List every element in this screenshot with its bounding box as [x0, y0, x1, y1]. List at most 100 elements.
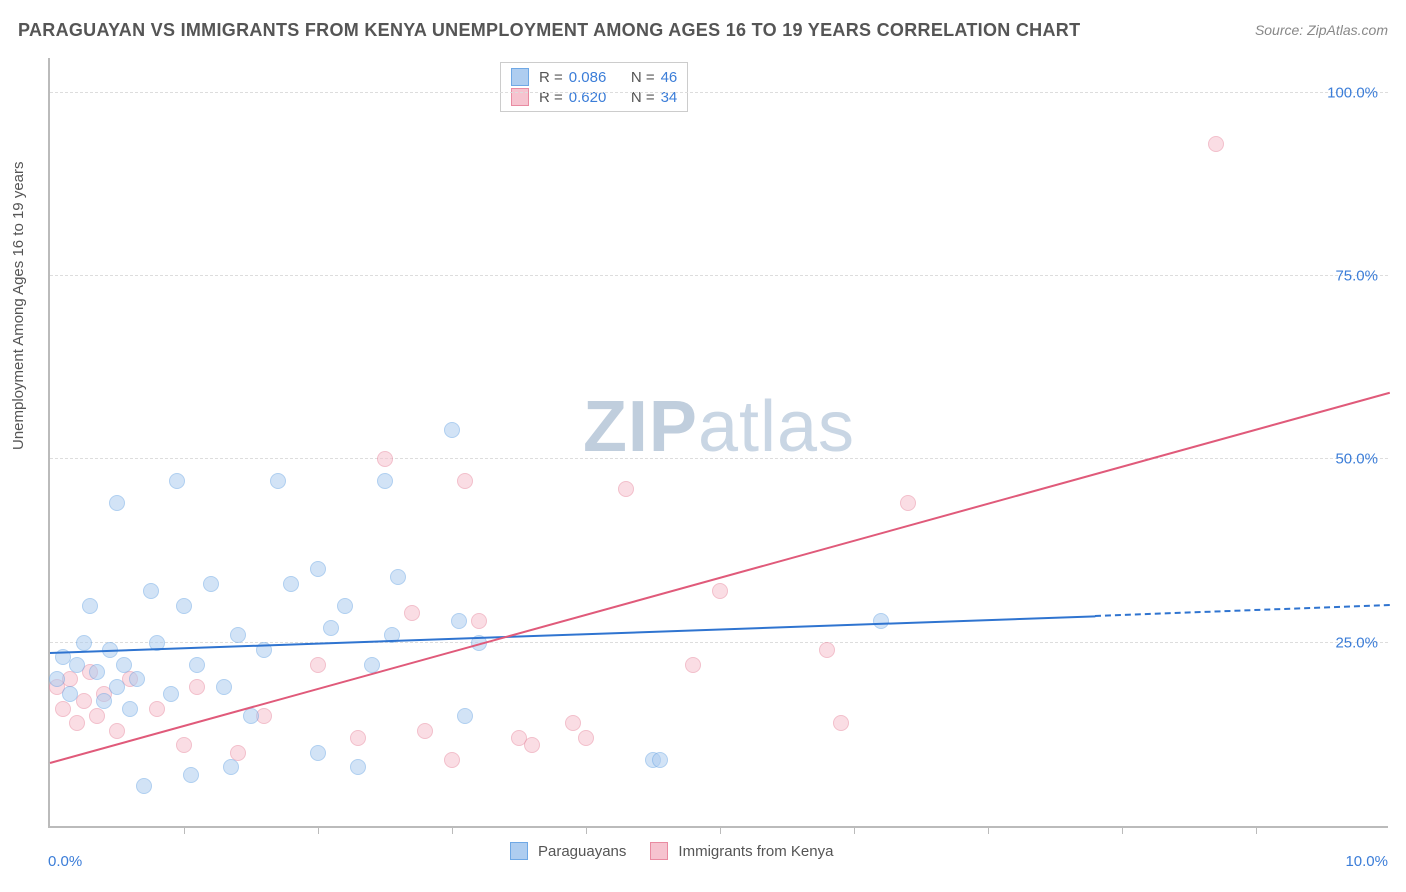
scatter-point: [618, 481, 634, 497]
scatter-point: [457, 708, 473, 724]
scatter-point: [417, 723, 433, 739]
scatter-point: [457, 473, 473, 489]
scatter-point: [216, 679, 232, 695]
y-axis-label: Unemployment Among Ages 16 to 19 years: [10, 161, 27, 450]
gridline: [50, 275, 1388, 276]
scatter-point: [350, 759, 366, 775]
legend-series-item: Immigrants from Kenya: [650, 842, 833, 860]
legend-series-label: Immigrants from Kenya: [678, 843, 833, 860]
source-attribution: Source: ZipAtlas.com: [1255, 22, 1388, 38]
scatter-point: [183, 767, 199, 783]
scatter-point: [451, 613, 467, 629]
scatter-point: [149, 701, 165, 717]
legend-r-value: 0.086: [569, 69, 607, 86]
scatter-point: [270, 473, 286, 489]
x-tick-mark: [586, 826, 587, 834]
scatter-point: [96, 693, 112, 709]
scatter-point: [163, 686, 179, 702]
scatter-point: [873, 613, 889, 629]
gridline: [50, 458, 1388, 459]
scatter-point: [404, 605, 420, 621]
legend-series-label: Paraguayans: [538, 843, 626, 860]
chart-container: PARAGUAYAN VS IMMIGRANTS FROM KENYA UNEM…: [0, 0, 1406, 892]
x-tick-mark: [720, 826, 721, 834]
scatter-point: [49, 671, 65, 687]
scatter-point: [685, 657, 701, 673]
scatter-point: [578, 730, 594, 746]
trend-line: [50, 391, 1391, 763]
scatter-point: [136, 778, 152, 794]
scatter-point: [565, 715, 581, 731]
scatter-point: [129, 671, 145, 687]
gridline: [50, 642, 1388, 643]
scatter-point: [444, 752, 460, 768]
scatter-point: [243, 708, 259, 724]
scatter-point: [471, 613, 487, 629]
x-axis-min-label: 0.0%: [48, 853, 82, 870]
legend-stat-row: R = 0.086 N = 46: [511, 67, 677, 87]
scatter-point: [230, 745, 246, 761]
scatter-point: [143, 583, 159, 599]
scatter-point: [833, 715, 849, 731]
legend-n-label: N =: [631, 69, 655, 86]
x-tick-mark: [988, 826, 989, 834]
trend-line: [1095, 604, 1390, 617]
legend-stat-row: R = 0.620 N = 34: [511, 87, 677, 107]
scatter-point: [82, 598, 98, 614]
scatter-point: [69, 657, 85, 673]
scatter-point: [900, 495, 916, 511]
legend-r-label: R =: [539, 69, 563, 86]
scatter-point: [310, 657, 326, 673]
scatter-point: [109, 723, 125, 739]
scatter-point: [89, 708, 105, 724]
scatter-point: [122, 701, 138, 717]
x-axis-max-label: 10.0%: [1345, 853, 1388, 870]
scatter-point: [116, 657, 132, 673]
scatter-point: [524, 737, 540, 753]
scatter-point: [444, 422, 460, 438]
legend-series-item: Paraguayans: [510, 842, 626, 860]
legend-n-value: 46: [661, 69, 678, 86]
scatter-point: [712, 583, 728, 599]
y-tick-label: 100.0%: [1327, 84, 1378, 101]
watermark-bold: ZIP: [583, 387, 698, 467]
scatter-point: [62, 686, 78, 702]
scatter-point: [819, 642, 835, 658]
scatter-point: [337, 598, 353, 614]
scatter-point: [109, 495, 125, 511]
scatter-point: [176, 737, 192, 753]
scatter-point: [310, 745, 326, 761]
x-tick-mark: [1256, 826, 1257, 834]
scatter-point: [176, 598, 192, 614]
scatter-point: [230, 627, 246, 643]
y-tick-label: 75.0%: [1335, 268, 1378, 285]
x-tick-mark: [318, 826, 319, 834]
scatter-point: [76, 635, 92, 651]
scatter-point: [169, 473, 185, 489]
scatter-point: [223, 759, 239, 775]
scatter-point: [652, 752, 668, 768]
x-tick-mark: [1122, 826, 1123, 834]
scatter-point: [109, 679, 125, 695]
legend-stats: R = 0.086 N = 46R = 0.620 N = 34: [500, 62, 688, 112]
scatter-point: [283, 576, 299, 592]
scatter-point: [390, 569, 406, 585]
x-tick-mark: [854, 826, 855, 834]
legend-swatch: [650, 842, 668, 860]
scatter-point: [323, 620, 339, 636]
scatter-point: [69, 715, 85, 731]
gridline: [50, 92, 1388, 93]
legend-series: Paraguayans Immigrants from Kenya: [510, 842, 833, 860]
scatter-point: [350, 730, 366, 746]
scatter-point: [203, 576, 219, 592]
scatter-point: [1208, 136, 1224, 152]
chart-title: PARAGUAYAN VS IMMIGRANTS FROM KENYA UNEM…: [18, 20, 1080, 41]
trend-line: [50, 615, 1095, 654]
scatter-point: [189, 679, 205, 695]
watermark-light: atlas: [698, 387, 855, 467]
scatter-point: [377, 451, 393, 467]
scatter-point: [55, 701, 71, 717]
legend-swatch: [511, 68, 529, 86]
y-tick-label: 50.0%: [1335, 451, 1378, 468]
legend-swatch: [510, 842, 528, 860]
